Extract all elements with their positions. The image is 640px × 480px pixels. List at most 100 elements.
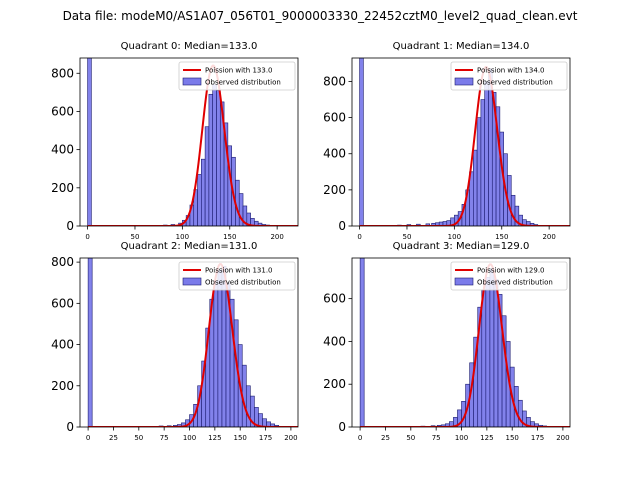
legend-label: Observed distribution bbox=[205, 79, 281, 87]
quadrant-0-plot: 0 200 400 600 800 0 50 100 150 200 Quadrant 0: Med… bbox=[51, 41, 299, 241]
quadrant-3-plot: 0 200 400 600 0 25 50 75 100 125 150 175 200 Quadrant… bbox=[323, 241, 571, 442]
histogram-bar bbox=[480, 99, 485, 226]
histogram-bar bbox=[197, 174, 202, 226]
y-tick-label: 400 bbox=[51, 143, 74, 157]
x-tick-label: 50 bbox=[406, 434, 415, 442]
x-tick-label: 200 bbox=[270, 233, 283, 241]
histogram-bar bbox=[425, 223, 431, 226]
legend-label: Observed distribution bbox=[205, 279, 281, 287]
histogram-bar bbox=[359, 58, 364, 226]
y-tick-label: 800 bbox=[51, 66, 74, 80]
histogram-bar bbox=[87, 58, 92, 226]
x-tick-label: 150 bbox=[506, 434, 519, 442]
legend-bar-swatch bbox=[182, 277, 202, 286]
legend-label: Observed distribution bbox=[477, 79, 553, 87]
x-tick-label: 25 bbox=[109, 434, 118, 442]
y-tick-label: 200 bbox=[323, 377, 346, 391]
y-tick-label: 0 bbox=[66, 219, 74, 233]
x-tick-label: 100 bbox=[183, 434, 196, 442]
legend-bar-swatch bbox=[454, 77, 474, 86]
legend-box bbox=[178, 61, 296, 91]
y-tick-label: 400 bbox=[323, 334, 346, 348]
x-tick-label: 0 bbox=[86, 434, 90, 442]
histogram-bar bbox=[212, 84, 217, 226]
y-tick-label: 600 bbox=[323, 111, 346, 125]
x-tick-label: 50 bbox=[131, 233, 140, 241]
quadrant-title: Quadrant 0: Median=133.0 bbox=[121, 41, 258, 52]
y-tick-label: 800 bbox=[323, 74, 346, 88]
x-tick-label: 100 bbox=[176, 233, 189, 241]
histogram-bar bbox=[473, 149, 478, 226]
y-tick-label: 200 bbox=[51, 379, 74, 393]
x-tick-label: 175 bbox=[531, 434, 544, 442]
x-tick-label: 150 bbox=[495, 233, 508, 241]
x-tick-label: 150 bbox=[223, 233, 236, 241]
x-tick-label: 75 bbox=[160, 434, 169, 442]
x-tick-label: 175 bbox=[259, 434, 272, 442]
plot-area bbox=[359, 58, 570, 226]
x-tick-label: 125 bbox=[208, 434, 221, 442]
histogram-bar bbox=[216, 90, 221, 226]
x-tick-label: 50 bbox=[403, 233, 412, 241]
x-tick-label: 75 bbox=[432, 434, 441, 442]
histogram-bar bbox=[481, 289, 487, 427]
histogram-bar bbox=[213, 280, 219, 427]
legend-bar-swatch bbox=[454, 277, 474, 286]
plot-area bbox=[87, 258, 298, 427]
legend-box bbox=[450, 261, 568, 291]
legend-label: Poission with 129.0 bbox=[477, 267, 545, 275]
legend-box bbox=[178, 261, 296, 291]
histogram-bar bbox=[493, 279, 499, 427]
legend-label: Poission with 133.0 bbox=[205, 67, 273, 75]
x-tick-label: 200 bbox=[284, 434, 297, 442]
quadrant-1-plot: 0 200 400 600 800 0 50 100 150 200 Quadrant 1: Med… bbox=[323, 41, 571, 241]
axes-frame bbox=[351, 57, 571, 227]
legend-label: Poission with 131.0 bbox=[205, 267, 273, 275]
histogram-bar bbox=[217, 270, 223, 427]
histogram-bar bbox=[245, 385, 251, 427]
histogram-bar bbox=[484, 81, 489, 226]
x-tick-label: 150 bbox=[234, 434, 247, 442]
x-tick-label: 0 bbox=[357, 233, 361, 241]
histogram-bar bbox=[489, 268, 495, 427]
x-tick-label: 25 bbox=[381, 434, 390, 442]
y-tick-label: 600 bbox=[51, 104, 74, 118]
histogram-bar bbox=[87, 258, 93, 427]
axes-frame bbox=[79, 257, 299, 428]
plot-area bbox=[359, 258, 570, 427]
histogram-bar bbox=[208, 93, 213, 226]
x-tick-label: 100 bbox=[448, 233, 461, 241]
quadrant-title: Quadrant 2: Median=131.0 bbox=[121, 241, 258, 252]
figure-title: Data file: modeM0/AS1A07_056T01_90000033… bbox=[63, 9, 578, 23]
quadrant-title: Quadrant 3: Median=129.0 bbox=[393, 241, 530, 252]
y-tick-label: 800 bbox=[51, 255, 74, 269]
histogram-bar bbox=[359, 258, 365, 427]
histogram-bar bbox=[476, 117, 482, 226]
x-tick-label: 125 bbox=[480, 434, 493, 442]
x-tick-label: 200 bbox=[556, 434, 569, 442]
histogram-bar bbox=[485, 276, 491, 427]
x-tick-label: 50 bbox=[134, 434, 143, 442]
legend-bar-swatch bbox=[182, 77, 202, 86]
y-tick-label: 200 bbox=[51, 181, 74, 195]
y-tick-label: 200 bbox=[323, 183, 346, 197]
y-tick-label: 0 bbox=[338, 219, 346, 233]
legend-box bbox=[450, 61, 568, 91]
x-tick-label: 0 bbox=[358, 434, 362, 442]
y-tick-label: 0 bbox=[66, 420, 74, 434]
x-tick-label: 0 bbox=[85, 233, 89, 241]
quadrant-2-plot: 0 200 400 600 800 0 25 50 75 100 125 150 175 200 Quadr… bbox=[51, 241, 299, 442]
x-tick-label: 100 bbox=[455, 434, 468, 442]
axes-frame bbox=[79, 57, 299, 227]
y-tick-label: 600 bbox=[323, 292, 346, 306]
y-tick-label: 600 bbox=[51, 296, 74, 310]
poisson-fit-line bbox=[359, 66, 570, 226]
y-tick-label: 400 bbox=[323, 147, 346, 161]
x-tick-label: 200 bbox=[542, 233, 555, 241]
quadrant-title: Quadrant 1: Median=134.0 bbox=[393, 41, 530, 52]
axes-frame bbox=[351, 257, 571, 428]
y-tick-label: 0 bbox=[338, 420, 346, 434]
legend-label: Observed distribution bbox=[477, 279, 553, 287]
histogram-bar bbox=[510, 194, 516, 226]
